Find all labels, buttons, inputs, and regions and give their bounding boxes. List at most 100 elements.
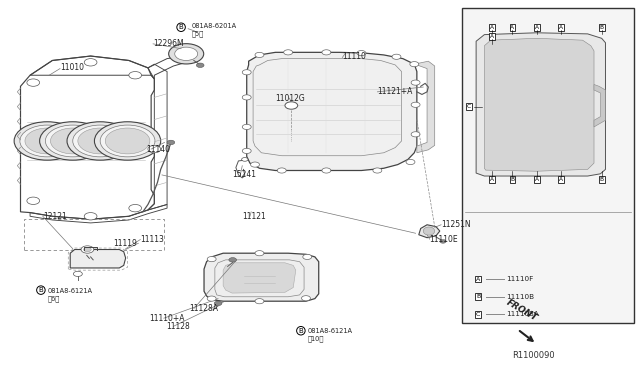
- Text: 11110E: 11110E: [429, 235, 458, 244]
- Text: 11121: 11121: [243, 212, 266, 221]
- Circle shape: [27, 197, 40, 205]
- Text: 11110+A: 11110+A: [149, 314, 185, 323]
- Text: B: B: [38, 287, 44, 293]
- FancyBboxPatch shape: [462, 8, 634, 323]
- Circle shape: [373, 168, 382, 173]
- Text: 12121: 12121: [43, 212, 67, 221]
- Circle shape: [242, 158, 248, 161]
- Text: A: A: [559, 177, 563, 182]
- Text: A: A: [490, 177, 494, 182]
- Ellipse shape: [169, 44, 204, 64]
- Circle shape: [243, 148, 251, 154]
- Text: 15241: 15241: [233, 170, 257, 179]
- Circle shape: [322, 168, 331, 173]
- Circle shape: [129, 205, 141, 212]
- Circle shape: [255, 299, 264, 304]
- Circle shape: [95, 122, 161, 160]
- Circle shape: [14, 122, 81, 160]
- Polygon shape: [594, 84, 605, 127]
- Circle shape: [411, 102, 420, 108]
- Text: 11251N: 11251N: [441, 220, 470, 229]
- Circle shape: [20, 125, 75, 157]
- Text: 11010: 11010: [60, 63, 84, 72]
- Circle shape: [250, 162, 259, 167]
- Circle shape: [410, 62, 419, 67]
- Text: 11121+A: 11121+A: [378, 87, 413, 96]
- Circle shape: [105, 128, 150, 154]
- Text: A: A: [490, 25, 494, 30]
- Circle shape: [148, 145, 161, 153]
- Text: A: A: [476, 276, 480, 282]
- Circle shape: [303, 254, 312, 260]
- Text: 081A8-6121A
（6）: 081A8-6121A （6）: [47, 288, 92, 302]
- Circle shape: [214, 301, 222, 306]
- Circle shape: [196, 63, 204, 67]
- Text: 11119: 11119: [113, 239, 137, 248]
- Circle shape: [243, 124, 251, 129]
- Polygon shape: [419, 225, 440, 238]
- Text: B: B: [298, 328, 303, 334]
- Circle shape: [243, 95, 251, 100]
- Text: R1100090: R1100090: [512, 350, 555, 359]
- Text: 12296M: 12296M: [153, 39, 184, 48]
- Polygon shape: [414, 61, 435, 153]
- Circle shape: [255, 52, 264, 58]
- Polygon shape: [204, 253, 319, 301]
- Circle shape: [243, 70, 251, 75]
- Text: 11110F: 11110F: [506, 276, 533, 282]
- Text: FRONT: FRONT: [505, 298, 539, 323]
- Circle shape: [78, 128, 122, 154]
- Text: A: A: [490, 34, 494, 39]
- Text: 081A8-6201A
（5）: 081A8-6201A （5）: [191, 23, 236, 37]
- Ellipse shape: [423, 227, 435, 235]
- Circle shape: [84, 247, 92, 252]
- Text: A: A: [559, 25, 563, 30]
- Polygon shape: [70, 250, 125, 268]
- Text: B: B: [600, 25, 604, 30]
- Circle shape: [411, 80, 420, 85]
- Circle shape: [440, 240, 446, 243]
- Circle shape: [207, 257, 216, 262]
- Polygon shape: [476, 33, 605, 176]
- Text: A: A: [534, 177, 539, 182]
- Circle shape: [406, 160, 415, 164]
- Circle shape: [25, 128, 70, 154]
- Text: 11140: 11140: [147, 145, 171, 154]
- Circle shape: [74, 271, 83, 276]
- Text: C: C: [476, 312, 480, 317]
- Circle shape: [175, 47, 198, 61]
- Circle shape: [207, 296, 216, 301]
- Polygon shape: [223, 263, 296, 293]
- Text: 081A8-6121A
（10）: 081A8-6121A （10）: [307, 328, 352, 342]
- Circle shape: [73, 125, 127, 157]
- Circle shape: [357, 51, 366, 56]
- Text: 11110: 11110: [342, 52, 366, 61]
- Text: B: B: [600, 177, 604, 182]
- Text: B: B: [476, 294, 480, 299]
- Circle shape: [81, 246, 94, 253]
- Text: 111108A: 111108A: [506, 311, 539, 317]
- Circle shape: [40, 122, 106, 160]
- Circle shape: [392, 54, 401, 60]
- Circle shape: [285, 102, 298, 109]
- Circle shape: [322, 50, 331, 55]
- Text: B: B: [179, 24, 184, 30]
- Circle shape: [255, 251, 264, 256]
- Text: 11128: 11128: [166, 322, 189, 331]
- Polygon shape: [484, 38, 594, 171]
- Circle shape: [45, 125, 100, 157]
- Circle shape: [67, 122, 133, 160]
- Circle shape: [129, 71, 141, 79]
- Circle shape: [284, 50, 292, 55]
- Circle shape: [301, 296, 310, 301]
- Text: A: A: [511, 25, 515, 30]
- Circle shape: [27, 79, 40, 86]
- Circle shape: [167, 140, 175, 145]
- Circle shape: [84, 212, 97, 220]
- Circle shape: [229, 258, 237, 262]
- Text: 11012G: 11012G: [275, 94, 305, 103]
- Circle shape: [277, 168, 286, 173]
- Text: B: B: [511, 177, 515, 182]
- Polygon shape: [246, 52, 417, 170]
- Text: 11128A: 11128A: [189, 304, 218, 313]
